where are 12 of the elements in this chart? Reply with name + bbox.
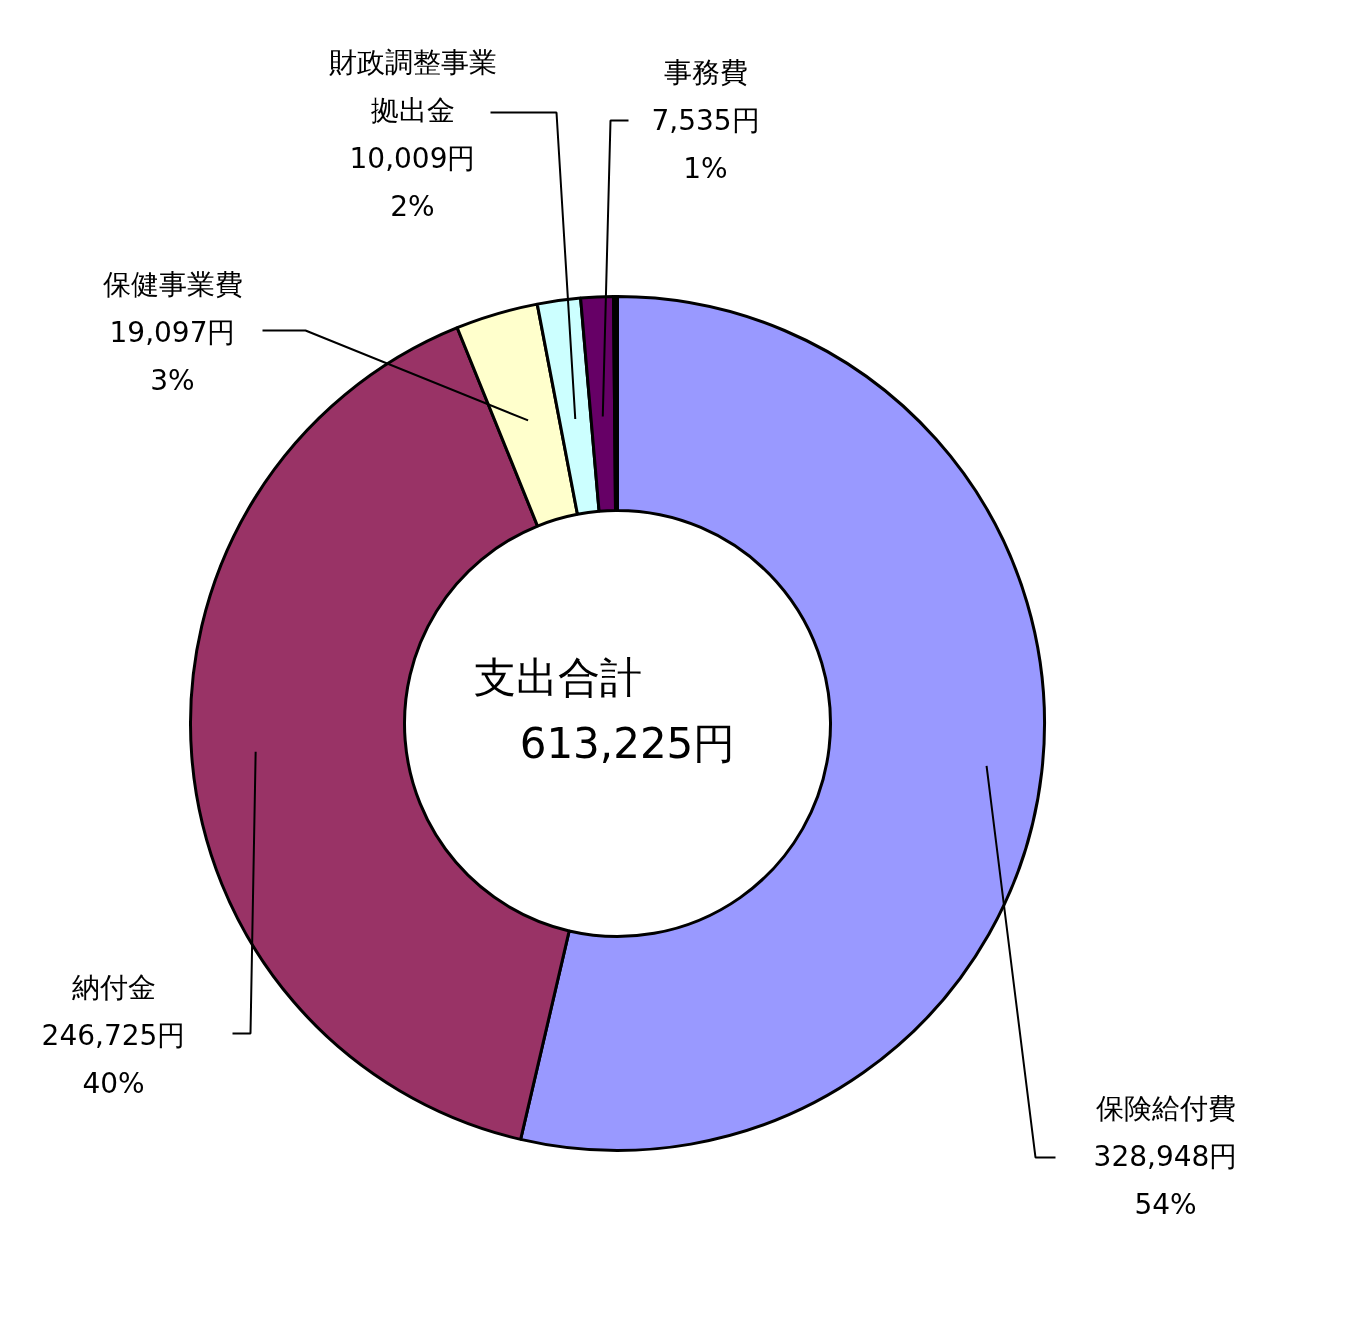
data-label: 7,535円 1% [651,104,760,185]
data-label: 19,097円 3% [109,316,236,397]
data-label: 246,725円 40% [41,1019,186,1100]
text: 613,225円 [519,719,736,768]
slice-label: 保健事業費 [102,268,243,301]
slice-label: 財政調整事業拠出金 [328,46,497,127]
data-label: 10,009円 2% [349,142,476,223]
text: 支出合計 [473,653,642,702]
slice-label: 納付金 [71,971,156,1004]
slice-label: 事務費 [663,56,748,89]
data-label: 328,948円 54% [1093,1140,1238,1221]
slice-label: 保険給付費 [1095,1092,1236,1125]
